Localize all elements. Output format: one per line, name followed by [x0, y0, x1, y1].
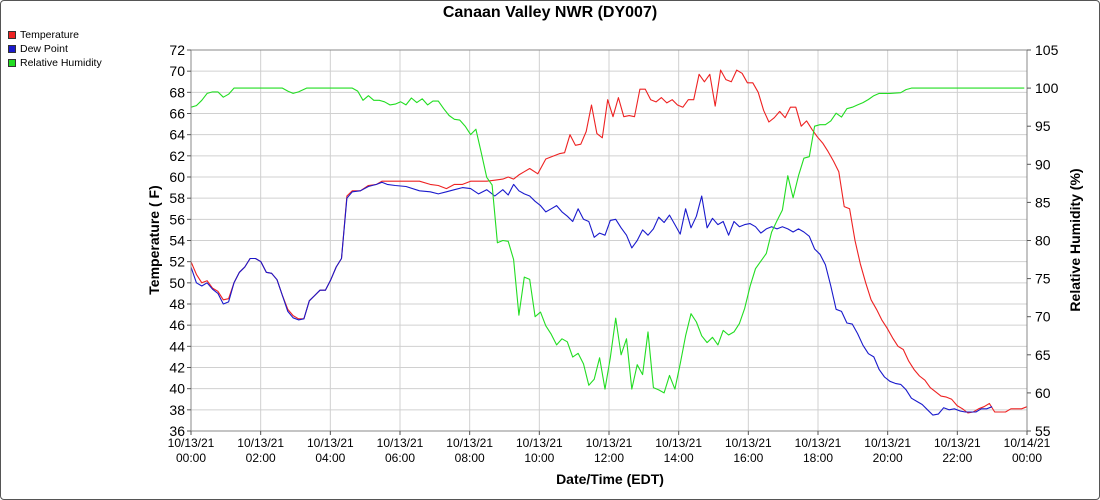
legend-item-dew-point: Dew Point: [8, 42, 102, 56]
x-tick-label-date: 10/13/21: [237, 436, 284, 450]
y-tick-label-right: 85: [1035, 194, 1051, 210]
y-tick-label-left: 68: [169, 84, 185, 100]
x-tick-label-time: 20:00: [873, 451, 903, 465]
x-tick-label-time: 00:00: [176, 451, 206, 465]
x-tick-label-date: 10/13/21: [446, 436, 493, 450]
y-tick-label-left: 60: [169, 169, 185, 185]
x-tick-label-time: 18:00: [803, 451, 833, 465]
legend-swatch-dew-point: [8, 45, 16, 53]
y-tick-label-left: 64: [169, 127, 185, 143]
y-tick-label-left: 36: [169, 423, 185, 439]
x-tick-label-date: 10/13/21: [655, 436, 702, 450]
y-tick-label-left: 66: [169, 106, 185, 122]
x-tick-label-date: 10/13/21: [795, 436, 842, 450]
x-tick-label-time: 14:00: [664, 451, 694, 465]
legend-swatch-temperature: [8, 31, 16, 39]
x-tick-label-time: 00:00: [1012, 451, 1042, 465]
y-tick-label-left: 52: [169, 254, 185, 270]
legend: Temperature Dew Point Relative Humidity: [8, 28, 102, 70]
y-tick-label-left: 48: [169, 296, 185, 312]
x-tick-label-date: 10/13/21: [307, 436, 354, 450]
x-tick-label-date: 10/13/21: [377, 436, 424, 450]
x-tick-label-date: 10/13/21: [934, 436, 981, 450]
y-tick-label-right: 65: [1035, 347, 1051, 363]
y-tick-label-left: 56: [169, 211, 185, 227]
y-tick-label-right: 75: [1035, 271, 1051, 287]
y-axis-label-right: Relative Humidity (%): [1067, 168, 1083, 311]
legend-label-temperature: Temperature: [20, 29, 79, 41]
legend-label-dew-point: Dew Point: [20, 43, 68, 55]
y-tick-label-left: 54: [169, 233, 185, 249]
y-tick-label-right: 80: [1035, 233, 1051, 249]
y-tick-label-left: 62: [169, 148, 185, 164]
legend-label-relative-humidity: Relative Humidity: [20, 57, 102, 69]
legend-swatch-relative-humidity: [8, 59, 16, 67]
x-tick-label-time: 22:00: [942, 451, 972, 465]
x-tick-label-date: 10/13/21: [516, 436, 563, 450]
y-tick-label-right: 55: [1035, 423, 1051, 439]
y-tick-label-right: 70: [1035, 309, 1051, 325]
y-tick-label-left: 44: [169, 338, 185, 354]
x-tick-label-time: 12:00: [594, 451, 624, 465]
y-tick-label-right: 60: [1035, 385, 1051, 401]
x-tick-label-time: 08:00: [455, 451, 485, 465]
y-tick-label-right: 90: [1035, 156, 1051, 172]
y-tick-label-left: 40: [169, 381, 185, 397]
x-tick-label-date: 10/13/21: [586, 436, 633, 450]
x-tick-label-date: 10/13/21: [864, 436, 911, 450]
y-axis-label-left: Temperature ( F): [146, 185, 162, 294]
legend-item-relative-humidity: Relative Humidity: [8, 56, 102, 70]
x-tick-label-time: 06:00: [385, 451, 415, 465]
y-tick-label-left: 72: [169, 42, 185, 58]
x-tick-label-date: 10/14/21: [1004, 436, 1051, 450]
x-tick-label-date: 10/13/21: [725, 436, 772, 450]
grid: [190, 49, 1028, 432]
x-axis-label: Date/Time (EDT): [556, 471, 664, 487]
y-tick-label-left: 50: [169, 275, 185, 291]
y-axis-right: 55 60 65 70 75 80 85 90 95 100 105: [1027, 42, 1059, 439]
y-tick-label-left: 70: [169, 63, 185, 79]
x-tick-label-time: 04:00: [315, 451, 345, 465]
series-line-relative-humidity: [190, 87, 1025, 394]
x-tick-label-date: 10/13/21: [168, 436, 215, 450]
y-tick-label-right: 105: [1035, 42, 1059, 58]
series-lines: [190, 69, 1028, 416]
x-tick-label-time: 16:00: [733, 451, 763, 465]
y-tick-label-left: 58: [169, 190, 185, 206]
legend-item-temperature: Temperature: [8, 28, 102, 42]
chart-title: Canaan Valley NWR (DY007): [442, 4, 658, 21]
x-axis: 10/13/2100:0010/13/2102:0010/13/2104:001…: [168, 431, 1051, 465]
x-tick-label-time: 10:00: [524, 451, 554, 465]
y-tick-label-right: 100: [1035, 80, 1059, 96]
y-tick-label-left: 46: [169, 317, 185, 333]
y-tick-label-left: 42: [169, 360, 185, 376]
y-tick-label-right: 95: [1035, 118, 1051, 134]
y-tick-label-left: 38: [169, 402, 185, 418]
series-line-dew-point: [190, 181, 993, 416]
y-axis-left: 36 38 40 42 44 46 48 50 52 54 56 58 60 62 64 66 68 70 72: [169, 42, 191, 439]
x-tick-label-time: 02:00: [246, 451, 276, 465]
